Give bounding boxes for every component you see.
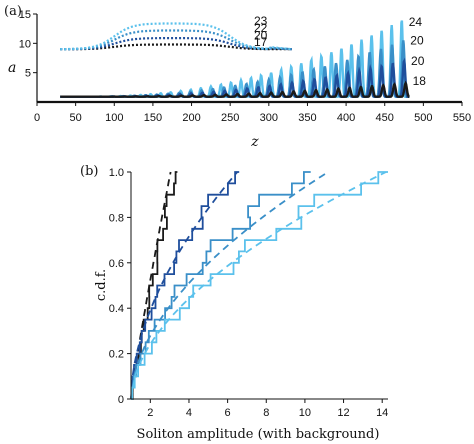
panel-b-axes: 2 4 6 8 10 12 14 0 0.2 0.4 0.6 0.8 1.0 — [109, 167, 389, 419]
panel-a-xtick-label-3: 150 — [144, 112, 162, 124]
panel-b-xtick-label-2: 6 — [225, 407, 231, 419]
panel-a-ytick-label-2: 15 — [19, 9, 31, 21]
panel-a-xtick-label-0: 0 — [34, 112, 40, 124]
dotted-envelope-4 — [60, 43, 292, 51]
cdf-theory-2 — [130, 171, 238, 400]
panel-a-series-label-4: 17 — [254, 35, 268, 49]
panel-a-xtick-label-4: 200 — [182, 112, 200, 124]
panel-b-series — [130, 171, 388, 400]
panel-b-ytick-label-0: 0 — [118, 394, 124, 406]
panel-a-series-label-7: 23 — [254, 14, 268, 28]
soliton-train-0 — [60, 80, 410, 98]
cdf-theory-6 — [130, 171, 387, 400]
panel-a-label: (a) — [4, 4, 22, 19]
panel-a-xtick-label-1: 50 — [70, 112, 82, 124]
panel-a-xtick-label-10: 500 — [414, 112, 432, 124]
panel-a-series-label-5: 20 — [254, 29, 268, 43]
panel-b-ytick-label-3: 0.6 — [109, 258, 124, 270]
panel-a-series-label-6: 22 — [254, 21, 268, 35]
panel-b-xtick-label-3: 8 — [263, 407, 269, 419]
panel-a-ytick-label-1: 10 — [19, 38, 31, 50]
dotted-envelope-5 — [60, 36, 293, 51]
panel-a-xtick-label-8: 400 — [337, 112, 355, 124]
panel-a-xtick-label-11: 550 — [453, 112, 471, 124]
panel-a-xtick-label-9: 450 — [376, 112, 394, 124]
panel-a-series-label-1: 20 — [411, 54, 425, 68]
panel-a-xlabel: z — [250, 134, 259, 150]
panel-a-xtick-label-6: 300 — [260, 112, 278, 124]
dotted-envelope-7 — [60, 22, 293, 51]
panel-a-series-label-3: 24 — [409, 15, 423, 29]
panel-b-label: (b) — [80, 164, 98, 179]
panel-a: (a) a z 0 50 100 150 200 250 300 350 400 450 500 55… — [4, 4, 471, 150]
panel-a-xtick-label-2: 100 — [105, 112, 123, 124]
panel-a-series-label-0: 18 — [413, 74, 427, 88]
panel-a-xtick-label-5: 250 — [221, 112, 239, 124]
cdf-empirical-7 — [131, 171, 388, 400]
panel-b-xtick-label-4: 10 — [299, 407, 311, 419]
panel-a-ylabel: a — [8, 60, 16, 76]
panel-a-series-label-2: 20 — [410, 33, 424, 47]
panel-b-ytick-label-1: 0.2 — [109, 349, 124, 361]
panel-a-ytick-label-0: 5 — [25, 68, 31, 80]
panel-b-ytick-label-5: 1.0 — [109, 167, 124, 179]
panel-b-ytick-label-4: 0.8 — [109, 212, 124, 224]
panel-b: (b) c.d.f. Soliton amplitude (with backg… — [80, 164, 388, 442]
panel-b-xtick-label-6: 14 — [376, 407, 388, 419]
panel-a-series — [60, 20, 410, 98]
panel-b-ytick-label-2: 0.4 — [109, 303, 124, 315]
panel-b-xtick-label-0: 2 — [147, 407, 153, 419]
panel-b-xtick-label-5: 12 — [337, 407, 349, 419]
panel-a-xtick-label-7: 350 — [298, 112, 316, 124]
panel-b-ylabel: c.d.f. — [94, 269, 109, 301]
panel-b-xtick-label-1: 4 — [186, 407, 192, 419]
panel-a-axes: 0 50 100 150 200 250 300 350 400 450 500 550 5 10 15 — [19, 9, 471, 124]
panel-b-xlabel: Soliton amplitude (with background) — [137, 427, 380, 442]
